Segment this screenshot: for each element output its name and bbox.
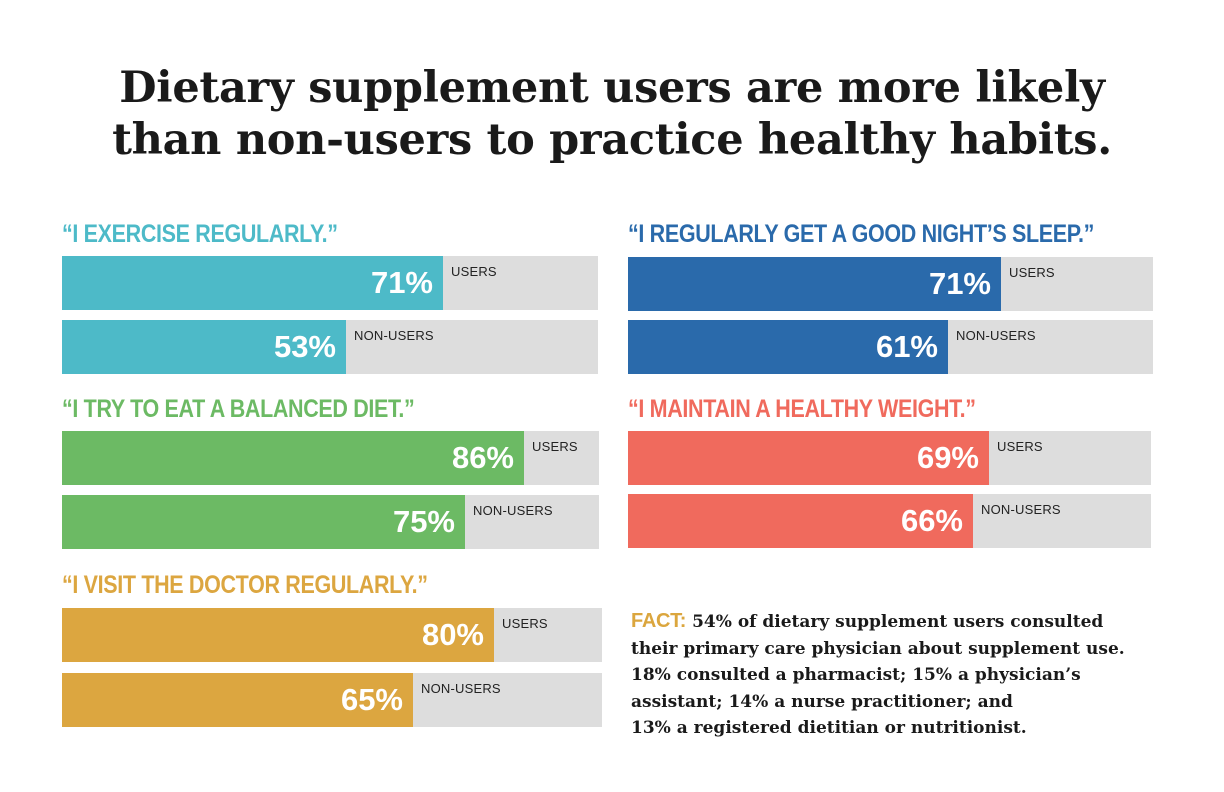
- series-label: NON-USERS: [956, 328, 1036, 343]
- bar: [62, 608, 494, 662]
- series-label: USERS: [1009, 265, 1055, 280]
- bar-value-label: 53%: [273, 329, 336, 364]
- bar-track: 66% NON-USERS: [628, 494, 1151, 548]
- title-line-1: Dietary supplement users are more likely: [119, 63, 1105, 113]
- series-label: USERS: [532, 439, 578, 454]
- bar: [62, 256, 443, 310]
- panel-question: “I MAINTAIN A HEALTHY WEIGHT.”: [628, 395, 976, 423]
- bar-value-label: 71%: [370, 265, 433, 300]
- series-label: USERS: [502, 616, 548, 631]
- bar-track: 53% NON-USERS: [62, 320, 598, 374]
- panel-question: “I VISIT THE DOCTOR REGULARLY.”: [62, 571, 428, 599]
- bar-value-label: 65%: [340, 682, 403, 717]
- bar-track: 71% USERS: [628, 257, 1153, 311]
- bar: [628, 320, 948, 374]
- bar-value-label: 80%: [421, 617, 484, 652]
- series-label: NON-USERS: [354, 328, 434, 343]
- bar-track: 75% NON-USERS: [62, 495, 599, 549]
- bar-track: 69% USERS: [628, 431, 1151, 485]
- bar-track: 71% USERS: [62, 256, 598, 310]
- title-line-2: than non-users to practice healthy habit…: [112, 115, 1112, 165]
- fact-label: FACT:: [631, 610, 687, 632]
- bar: [62, 431, 524, 485]
- bar-value-label: 61%: [875, 329, 938, 364]
- chart-title: Dietary supplement users are more likely…: [0, 62, 1224, 166]
- fact-line-4: assistant; 14% a nurse practitioner; and: [631, 691, 1013, 712]
- bar-value-label: 75%: [392, 504, 455, 539]
- fact-line-3: 18% consulted a pharmacist; 15% a physic…: [631, 665, 1081, 685]
- series-label: USERS: [997, 439, 1043, 454]
- bar-track: 80% USERS: [62, 608, 602, 662]
- bar: [62, 320, 346, 374]
- bar: [628, 431, 989, 485]
- fact-line-1: 54% of dietary supplement users consulte…: [692, 612, 1104, 632]
- bar-value-label: 71%: [928, 266, 991, 301]
- panel-question: “I EXERCISE REGULARLY.”: [62, 220, 338, 248]
- bar-value-label: 69%: [916, 440, 979, 475]
- series-label: NON-USERS: [421, 681, 501, 696]
- panel-question: “I REGULARLY GET A GOOD NIGHT’S SLEEP.”: [628, 220, 1095, 248]
- series-label: NON-USERS: [473, 503, 553, 518]
- bar-track: 86% USERS: [62, 431, 599, 485]
- bar: [628, 257, 1001, 311]
- fact-line-2: their primary care physician about suppl…: [631, 638, 1125, 659]
- bar-track: 65% NON-USERS: [62, 673, 602, 727]
- bar: [62, 495, 465, 549]
- fact-box: FACT: 54% of dietary supplement users co…: [631, 608, 1191, 742]
- fact-line-5: 13% a registered dietitian or nutritioni…: [631, 718, 1027, 738]
- bar: [628, 494, 973, 548]
- bar-value-label: 86%: [451, 440, 514, 475]
- bar-track: 61% NON-USERS: [628, 320, 1153, 374]
- series-label: NON-USERS: [981, 502, 1061, 517]
- series-label: USERS: [451, 264, 497, 279]
- bar-value-label: 66%: [900, 503, 963, 538]
- bar: [62, 673, 413, 727]
- panel-question: “I TRY TO EAT A BALANCED DIET.”: [62, 395, 415, 423]
